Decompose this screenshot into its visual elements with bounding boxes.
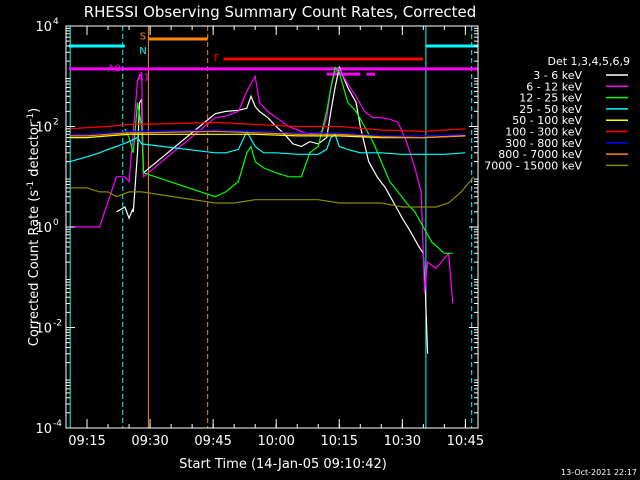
series-line <box>70 176 475 208</box>
state-annotation: A0 <box>108 63 121 74</box>
y-tick-base: 10 <box>35 221 52 236</box>
series-line <box>70 121 466 133</box>
y-axis-label-part: detector <box>27 121 42 181</box>
x-tick-label: 10:00 <box>257 434 294 449</box>
series-line <box>70 129 466 137</box>
state-annotation: N <box>139 46 146 57</box>
y-tick-exponent: 4 <box>53 17 59 27</box>
y-tick-label: 10 <box>35 322 52 337</box>
legend-label: 6 - 12 keV <box>526 80 582 93</box>
legend-label: 800 - 7000 keV <box>498 148 582 161</box>
series-line <box>70 130 466 163</box>
plot-area: SN F A0 A1 <box>68 26 478 428</box>
y-tick-exponent: 2 <box>53 118 59 128</box>
x-axis-label: Start Time (14-Jan-05 09:10:42) <box>179 457 387 472</box>
state-annotation: S <box>140 31 146 42</box>
y-tick-exponent: -2 <box>53 319 62 329</box>
state-annotation: A1 <box>137 72 150 83</box>
legend-label: 100 - 300 keV <box>505 126 582 139</box>
x-tick-label: 10:45 <box>447 434 484 449</box>
chart-title: RHESSI Observing Summary Count Rates, Co… <box>84 3 477 21</box>
y-axis-label-text: Corrected Count Rate (s-1 detector-1) <box>26 108 42 346</box>
series-line <box>116 65 429 354</box>
y-axis-label: Corrected Count Rate (s-1 detector-1) <box>26 108 42 346</box>
y-tick-base: 10 <box>35 322 52 337</box>
y-axis-label-part: Corrected Count Rate (s <box>27 190 42 347</box>
legend-label: 12 - 25 keV <box>519 92 582 105</box>
y-tick-label: 10 <box>35 221 52 236</box>
y-tick-base: 10 <box>35 20 52 35</box>
x-tick-label: 10:30 <box>384 434 421 449</box>
legend-label: 25 - 50 keV <box>519 103 582 116</box>
legend-label: 7000 - 15000 keV <box>484 159 582 172</box>
series-line <box>70 130 466 139</box>
y-tick-label: 10 <box>35 121 52 136</box>
y-axis-label-part: ) <box>27 108 42 113</box>
x-tick-label: 10:15 <box>321 434 358 449</box>
x-tick-label: 09:15 <box>68 434 105 449</box>
y-tick-label: 10 <box>35 422 52 437</box>
y-axis-label-superscript: -1 <box>26 113 36 122</box>
y-tick-exponent: -4 <box>53 419 62 429</box>
y-tick-exponent: 0 <box>53 218 59 228</box>
y-tick-base: 10 <box>35 121 52 136</box>
date-stamp: 13-Oct-2021 22:17 <box>561 468 637 477</box>
legend-label: 3 - 6 keV <box>533 69 582 82</box>
x-tick-label: 09:30 <box>131 434 168 449</box>
legend-title: Det 1,3,4,5,6,9 <box>547 55 630 68</box>
y-tick-label: 10 <box>35 20 52 35</box>
legend-label: 300 - 800 keV <box>505 137 582 150</box>
state-annotation: F <box>214 53 220 64</box>
y-axis-label-superscript: -1 <box>26 181 36 190</box>
series-line <box>124 66 453 254</box>
y-tick-base: 10 <box>35 422 52 437</box>
x-tick-label: 09:45 <box>194 434 231 449</box>
legend-label: 50 - 100 keV <box>512 114 582 127</box>
